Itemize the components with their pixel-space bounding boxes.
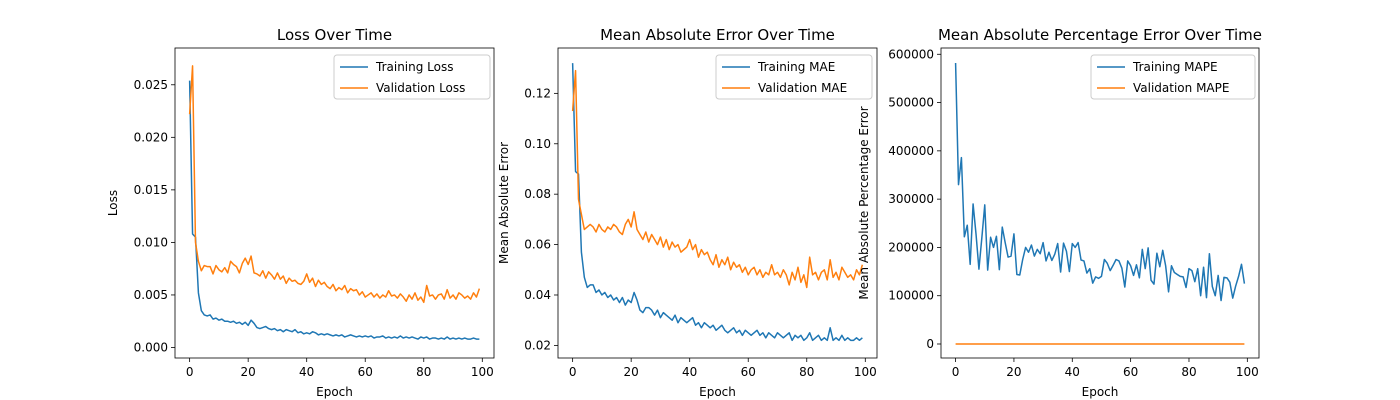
series-line-validation-mae <box>571 69 864 289</box>
legend-entry: Training MAPE <box>1132 60 1218 74</box>
x-tick-label: 40 <box>1065 365 1080 379</box>
y-tick-label: 600000 <box>888 47 934 61</box>
x-tick-label: 20 <box>1006 365 1021 379</box>
x-tick-label: 40 <box>682 365 697 379</box>
x-tick-label: 80 <box>799 365 814 379</box>
y-tick-label: 0.10 <box>524 137 551 151</box>
y-axis-label: Mean Absolute Error <box>497 142 511 264</box>
y-tick-label: 0.06 <box>524 238 551 252</box>
x-tick-label: 60 <box>358 365 373 379</box>
x-tick-label: 100 <box>1236 365 1259 379</box>
legend: Training MAE Validation MAE <box>715 54 873 100</box>
chart-panel-2: Mean Absolute Error Over Time 0 20 40 60 80 10… <box>497 26 878 399</box>
plot-frame <box>174 47 495 359</box>
x-axis-label: Epoch <box>316 385 353 399</box>
y-tick-label: 0.015 <box>134 183 168 197</box>
series-line-validation-loss <box>188 65 481 304</box>
y-tick-label: 0.02 <box>524 338 551 352</box>
legend-entry: Training MAE <box>757 60 835 74</box>
legend-entry: Validation MAPE <box>1133 81 1229 95</box>
x-axis-label: Epoch <box>1082 385 1119 399</box>
y-tick-label: 0.12 <box>524 86 551 100</box>
x-tick-label: 20 <box>624 365 639 379</box>
chart-title: Loss Over Time <box>277 26 392 44</box>
legend-entry: Validation Loss <box>376 81 465 95</box>
series-line-training-mae <box>571 63 863 342</box>
x-tick-label: 0 <box>186 365 194 379</box>
legend-entry: Training Loss <box>375 60 453 74</box>
y-tick-label: 300000 <box>888 192 934 206</box>
y-tick-label: 0.005 <box>134 288 168 302</box>
y-tick-label: 0.025 <box>134 78 168 92</box>
y-axis-label: Mean Absolute Percentage Error <box>857 106 871 299</box>
x-tick-label: 0 <box>569 365 577 379</box>
series-line-training-loss <box>188 80 480 340</box>
y-axis-label: Loss <box>106 190 120 216</box>
chart-panel-3: Mean Absolute Percentage Error Over Time… <box>857 26 1262 399</box>
legend-box <box>333 54 491 100</box>
plot-frame <box>557 47 878 359</box>
x-axis-label: Epoch <box>699 385 736 399</box>
y-tick-label: 400000 <box>888 144 934 158</box>
y-tick-label: 0.08 <box>524 187 551 201</box>
x-tick-label: 40 <box>299 365 314 379</box>
x-tick-label: 100 <box>854 365 877 379</box>
chart-panel-1: Loss Over Time 0 20 40 60 80 100 0.000 0.005 0.01… <box>106 26 495 399</box>
x-tick-label: 60 <box>1123 365 1138 379</box>
chart-title: Mean Absolute Error Over Time <box>600 26 835 44</box>
x-tick-label: 100 <box>471 365 494 379</box>
y-tick-label: 100000 <box>888 289 934 303</box>
plot-frame <box>940 47 1260 359</box>
x-tick-label: 60 <box>741 365 756 379</box>
y-tick-label: 200000 <box>888 240 934 254</box>
legend: Training MAPE Validation MAPE <box>1090 54 1256 100</box>
chart-title: Mean Absolute Percentage Error Over Time <box>938 26 1262 44</box>
y-tick-label: 0.04 <box>524 288 551 302</box>
x-tick-label: 80 <box>416 365 431 379</box>
y-tick-label: 0.020 <box>134 130 168 144</box>
legend-box <box>1090 54 1256 100</box>
legend-box <box>715 54 873 100</box>
x-tick-label: 0 <box>952 365 960 379</box>
x-tick-label: 20 <box>241 365 256 379</box>
y-tick-label: 500000 <box>888 96 934 110</box>
series-line-training-mape <box>954 62 1246 302</box>
y-tick-label: 0 <box>926 337 934 351</box>
legend-entry: Validation MAE <box>758 81 847 95</box>
legend: Training Loss Validation Loss <box>333 54 491 100</box>
y-tick-label: 0.010 <box>134 235 168 249</box>
x-tick-label: 80 <box>1181 365 1196 379</box>
y-tick-label: 0.000 <box>134 340 168 354</box>
